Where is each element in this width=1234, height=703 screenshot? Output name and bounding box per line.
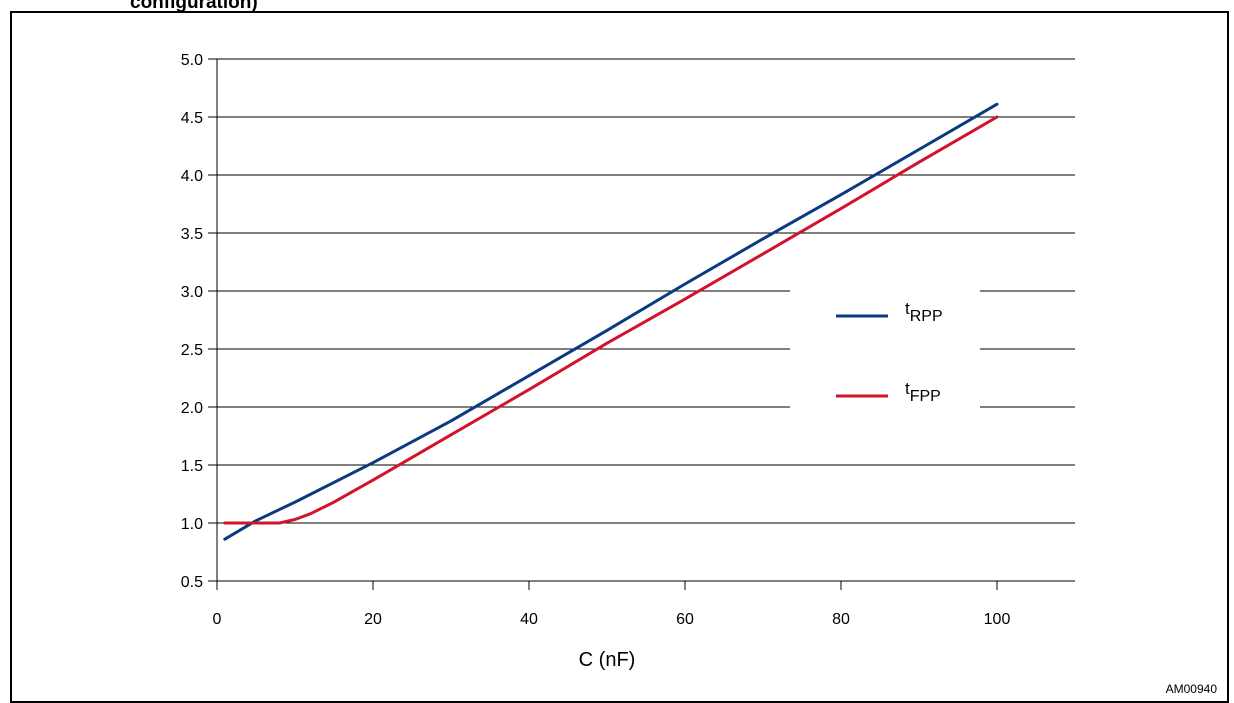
tick-labels: 0.5 1.0 1.5 2.0 2.5 3.0 3.5 4.0 4.5 5.0 0 20 40 60 80 1… <box>181 52 1011 628</box>
axes <box>216 59 998 590</box>
x-tick-label: 80 <box>832 611 850 628</box>
figure-caption-fragment: configuration) <box>130 0 258 13</box>
y-tick-label: 4.5 <box>181 110 203 127</box>
legend: tRPP tFPP <box>790 272 980 416</box>
series-lines <box>223 102 999 541</box>
x-tick-label: 20 <box>364 611 382 628</box>
gridlines <box>208 58 1075 582</box>
y-tick-label: 4.0 <box>181 168 203 185</box>
x-tick-label: 60 <box>676 611 694 628</box>
figure-reference-code: AM00940 <box>1165 682 1217 696</box>
series-line-tRPP <box>223 102 999 541</box>
x-tick-label: 100 <box>984 611 1011 628</box>
legend-label-tRPP: tRPP <box>905 299 943 325</box>
y-tick-label: 1.0 <box>181 516 203 533</box>
series-line-tFPP <box>223 115 999 525</box>
x-tick-label: 0 <box>213 611 222 628</box>
y-tick-label: 1.5 <box>181 458 203 475</box>
legend-label-tFPP: tFPP <box>905 379 941 405</box>
x-axis-title: C (nF) <box>579 649 636 671</box>
y-tick-label: 0.5 <box>181 574 203 591</box>
y-tick-label: 3.0 <box>181 284 203 301</box>
y-tick-label: 3.5 <box>181 226 203 243</box>
y-tick-label: 5.0 <box>181 52 203 69</box>
legend-box <box>790 272 980 416</box>
y-tick-label: 2.0 <box>181 400 203 417</box>
y-tick-label: 2.5 <box>181 342 203 359</box>
x-tick-label: 40 <box>520 611 538 628</box>
